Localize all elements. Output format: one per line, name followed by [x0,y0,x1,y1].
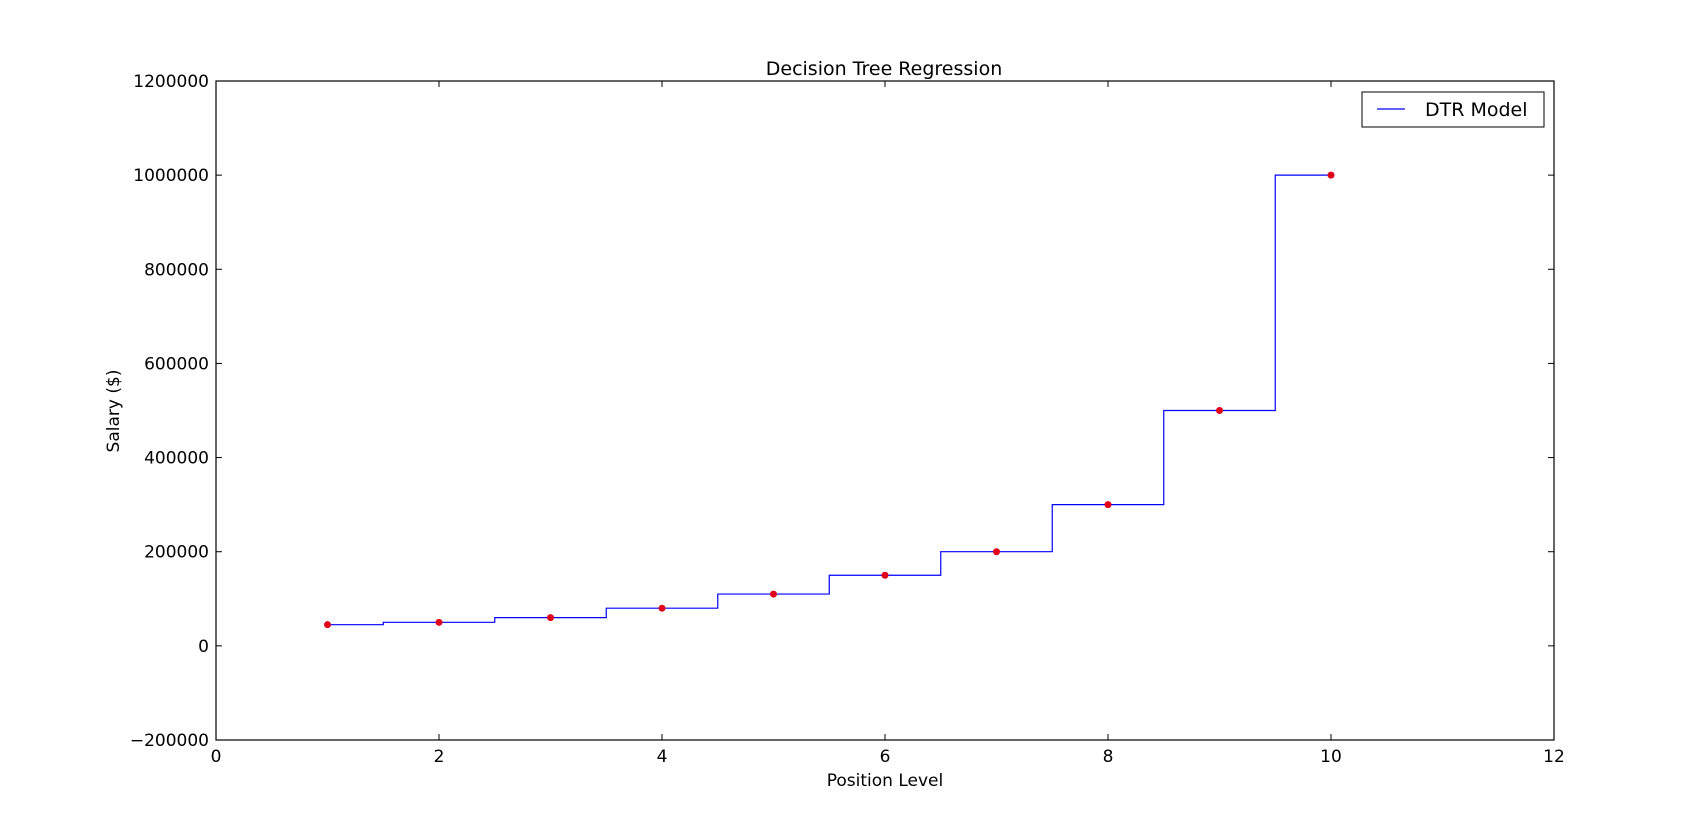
data-point [770,590,777,598]
data-point [435,618,443,626]
y-tick-label: −200000 [130,731,209,751]
data-point [658,604,666,612]
plot-layer [324,171,1335,629]
x-tick-label: 6 [880,747,891,767]
data-point [1104,501,1112,509]
x-tick-label: 10 [1320,747,1342,767]
data-point [993,548,1000,556]
x-tick-label: 4 [657,747,668,767]
y-tick-label: 1000000 [133,166,209,186]
x-tick-label: 0 [211,747,222,767]
plot-frame [215,80,1555,741]
legend: DTR Model [1361,91,1545,128]
y-tick-label: 600000 [144,354,209,374]
series-line-dtr-model [327,174,1331,626]
y-tick-label: 0 [198,637,209,657]
y-axis-label: Salary ($) [104,370,124,453]
data-point [324,621,331,629]
data-point [547,614,554,622]
x-axis-label: Position Level [827,771,943,791]
ticks-layer: 0 2 4 6 8 10 12−200000020000040000060000080000… [130,72,1565,767]
y-tick-label: 1200000 [133,72,209,92]
data-point [1216,407,1223,414]
legend-label: DTR Model [1425,99,1528,121]
x-tick-label: 8 [1103,747,1114,767]
chart-title: Decision Tree Regression [766,58,1002,80]
data-point [1327,171,1335,179]
y-tick-label: 400000 [144,449,209,469]
x-tick-label: 12 [1543,747,1565,767]
x-tick-label: 2 [434,747,445,767]
y-tick-label: 800000 [144,260,209,280]
data-point [881,571,889,579]
y-tick-label: 200000 [144,543,209,563]
